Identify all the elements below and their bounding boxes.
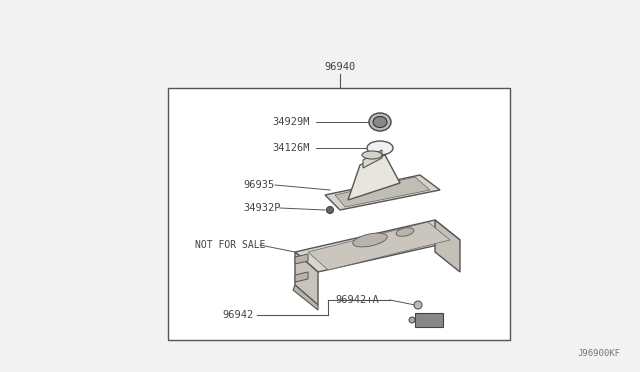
Text: 96942+A: 96942+A xyxy=(335,295,379,305)
Polygon shape xyxy=(295,254,308,264)
Polygon shape xyxy=(348,155,400,200)
Polygon shape xyxy=(295,252,318,305)
Polygon shape xyxy=(293,285,318,310)
Ellipse shape xyxy=(367,141,393,155)
Text: 34126M: 34126M xyxy=(272,143,310,153)
Text: 34929M: 34929M xyxy=(272,117,310,127)
Text: 96935: 96935 xyxy=(243,180,275,190)
Polygon shape xyxy=(363,150,382,168)
Ellipse shape xyxy=(362,151,382,159)
Ellipse shape xyxy=(326,206,333,214)
Ellipse shape xyxy=(396,228,414,236)
Polygon shape xyxy=(295,272,308,282)
Text: NOT FOR SALE: NOT FOR SALE xyxy=(195,240,266,250)
Polygon shape xyxy=(308,222,450,270)
Bar xyxy=(168,88,510,340)
Ellipse shape xyxy=(353,233,387,247)
Ellipse shape xyxy=(369,113,391,131)
Ellipse shape xyxy=(373,116,387,128)
Text: 96940: 96940 xyxy=(324,62,356,72)
Ellipse shape xyxy=(409,317,415,323)
Text: J96900KF: J96900KF xyxy=(577,349,620,358)
Polygon shape xyxy=(435,220,460,272)
Polygon shape xyxy=(295,220,460,272)
Text: 34932P: 34932P xyxy=(243,203,280,213)
Circle shape xyxy=(414,301,422,309)
Text: 96942: 96942 xyxy=(222,310,253,320)
Polygon shape xyxy=(325,175,440,210)
Bar xyxy=(415,313,443,327)
Polygon shape xyxy=(335,177,430,207)
